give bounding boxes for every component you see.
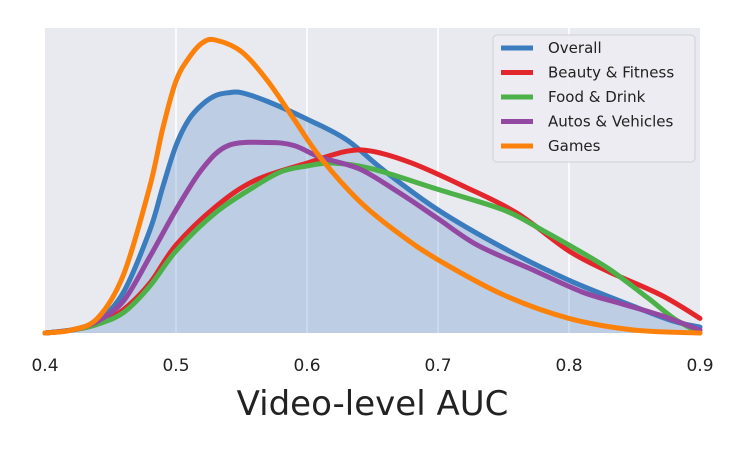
x-tick-label: 0.7 — [424, 356, 451, 376]
x-tick-label: 0.9 — [686, 356, 713, 376]
legend-label-games: Games — [548, 137, 601, 155]
legend-label-autos-vehicles: Autos & Vehicles — [548, 113, 674, 131]
series-line-overall — [42, 89, 703, 336]
x-tick-label: 0.6 — [293, 356, 320, 376]
legend-box — [492, 34, 696, 163]
legend-label-overall: Overall — [548, 39, 602, 57]
x-tick-label: 0.8 — [555, 356, 582, 376]
line-layer — [42, 36, 703, 336]
legend-label-food-drink: Food & Drink — [548, 88, 646, 106]
legend-label-beauty-fitness: Beauty & Fitness — [548, 64, 674, 82]
legend: Overall Beauty & Fitness Food & Drink Autos… — [492, 34, 696, 163]
x-axis-title: Video-level AUC — [237, 384, 509, 424]
x-tick-label: 0.4 — [31, 356, 58, 376]
series-line-games — [42, 36, 703, 336]
x-tick-label: 0.5 — [162, 356, 189, 376]
series-line-autos-vehicles — [42, 139, 703, 336]
x-ticks: 0.4 0.5 0.6 0.7 0.8 0.9 — [31, 356, 713, 376]
